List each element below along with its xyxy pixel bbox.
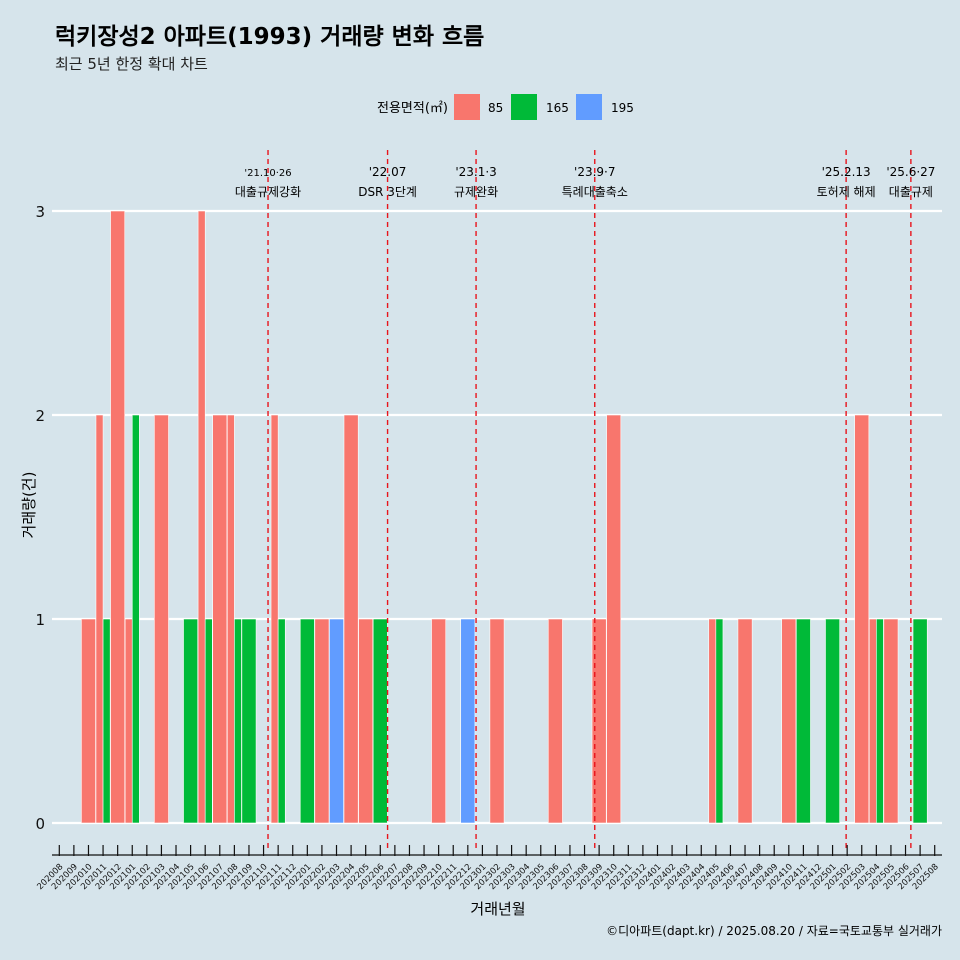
bar-202501-165 (825, 618, 840, 824)
bar-202105-165 (183, 618, 199, 824)
x-axis: 2020082020092020102020112020122021012021… (35, 845, 942, 892)
bar-202507-165 (912, 618, 928, 824)
bar-202505-85 (883, 618, 899, 824)
bar-202111-165 (277, 618, 286, 824)
legend-swatch-195 (576, 94, 602, 120)
bar-202212-195 (460, 618, 476, 824)
legend-label-195: 195 (611, 101, 634, 115)
y-axis-title: 거래량(건) (20, 472, 38, 539)
event-date-label: '23.1·3 (455, 165, 496, 179)
bar-202302-85 (489, 618, 505, 824)
bar-202111-85 (270, 414, 279, 824)
bar-202202-85 (314, 618, 330, 824)
bar-202405-85 (708, 618, 717, 824)
bar-202504-165 (876, 618, 884, 824)
y-axis: 0 1 2 3 (35, 203, 45, 833)
bar-202103-85 (154, 414, 169, 824)
bar-202011-85 (95, 414, 104, 824)
event-name-label: 토허제 해제 (817, 185, 876, 199)
chart-title: 럭키장성2 아파트(1993) 거래량 변화 흐름 (55, 24, 484, 50)
legend-label-85: 85 (488, 101, 503, 115)
event-date-label: '23.9·7 (574, 165, 615, 179)
event-lines (267, 150, 912, 852)
y-tick-label: 3 (35, 203, 45, 221)
bar-202410-85 (781, 618, 797, 824)
y-tick-label: 1 (35, 611, 45, 629)
bar-202306-85 (547, 618, 563, 824)
bar-202101-165 (131, 414, 140, 824)
bar-202109-165 (241, 618, 257, 824)
event-name-label: 대출규제강화 (235, 185, 301, 199)
event-date-label: '22.07 (369, 165, 407, 179)
bar-202310-85 (606, 414, 622, 824)
bar-202011-165 (102, 618, 111, 824)
y-tick-label: 2 (35, 407, 45, 425)
event-labels: '21.10·26 대출규제강화 '22.07 DSR 3단계 '23.1·3 규제완화 '… (235, 165, 936, 199)
bar-202503-85 (854, 414, 870, 824)
chart-subtitle: 최근 5년 한정 확대 차트 (55, 55, 208, 73)
legend-title: 전용면적(㎡) (377, 101, 448, 116)
y-tick-label: 0 (35, 815, 45, 833)
legend-label-165: 165 (546, 101, 569, 115)
bar-202203-195 (329, 618, 344, 824)
x-axis-title: 거래년월 (470, 900, 525, 918)
event-name-label: 규제완화 (454, 185, 498, 199)
bar-202010-85 (81, 618, 96, 824)
bar-202012-85 (110, 210, 126, 824)
bar-202108-85 (226, 414, 235, 824)
bar-202204-85 (343, 414, 359, 824)
bar-202201-165 (299, 618, 315, 824)
event-date-label: '25.6·27 (886, 165, 935, 179)
bar-202504-85 (868, 618, 877, 824)
event-name-label: DSR 3단계 (358, 185, 417, 199)
event-date-label: '21.10·26 (244, 168, 291, 179)
bar-202309-85 (591, 618, 607, 824)
event-date-label: '25.2.13 (822, 165, 871, 179)
event-name-label: 대출규제 (889, 185, 933, 199)
legend-swatch-165 (511, 94, 537, 120)
bar-202101-85 (124, 618, 133, 824)
legend: 전용면적(㎡) 85 165 195 (377, 94, 634, 120)
bar-202206-165 (372, 618, 388, 824)
bar-202405-165 (715, 618, 724, 824)
bar-202411-165 (795, 618, 811, 824)
bar-202106-165 (204, 618, 213, 824)
bar-202407-85 (737, 618, 753, 824)
event-name-label: 특례대출축소 (562, 185, 628, 199)
bar-202108-165 (234, 618, 242, 824)
legend-swatch-85 (454, 94, 480, 120)
footer-credit: ©디아파트(dapt.kr) / 2025.08.20 / 자료=국토교통부 실… (606, 924, 942, 938)
bar-202106-85 (197, 210, 206, 824)
bar-202210-85 (431, 618, 447, 824)
bar-202107-85 (212, 414, 228, 824)
bars (81, 210, 928, 824)
bar-202205-85 (358, 618, 374, 824)
